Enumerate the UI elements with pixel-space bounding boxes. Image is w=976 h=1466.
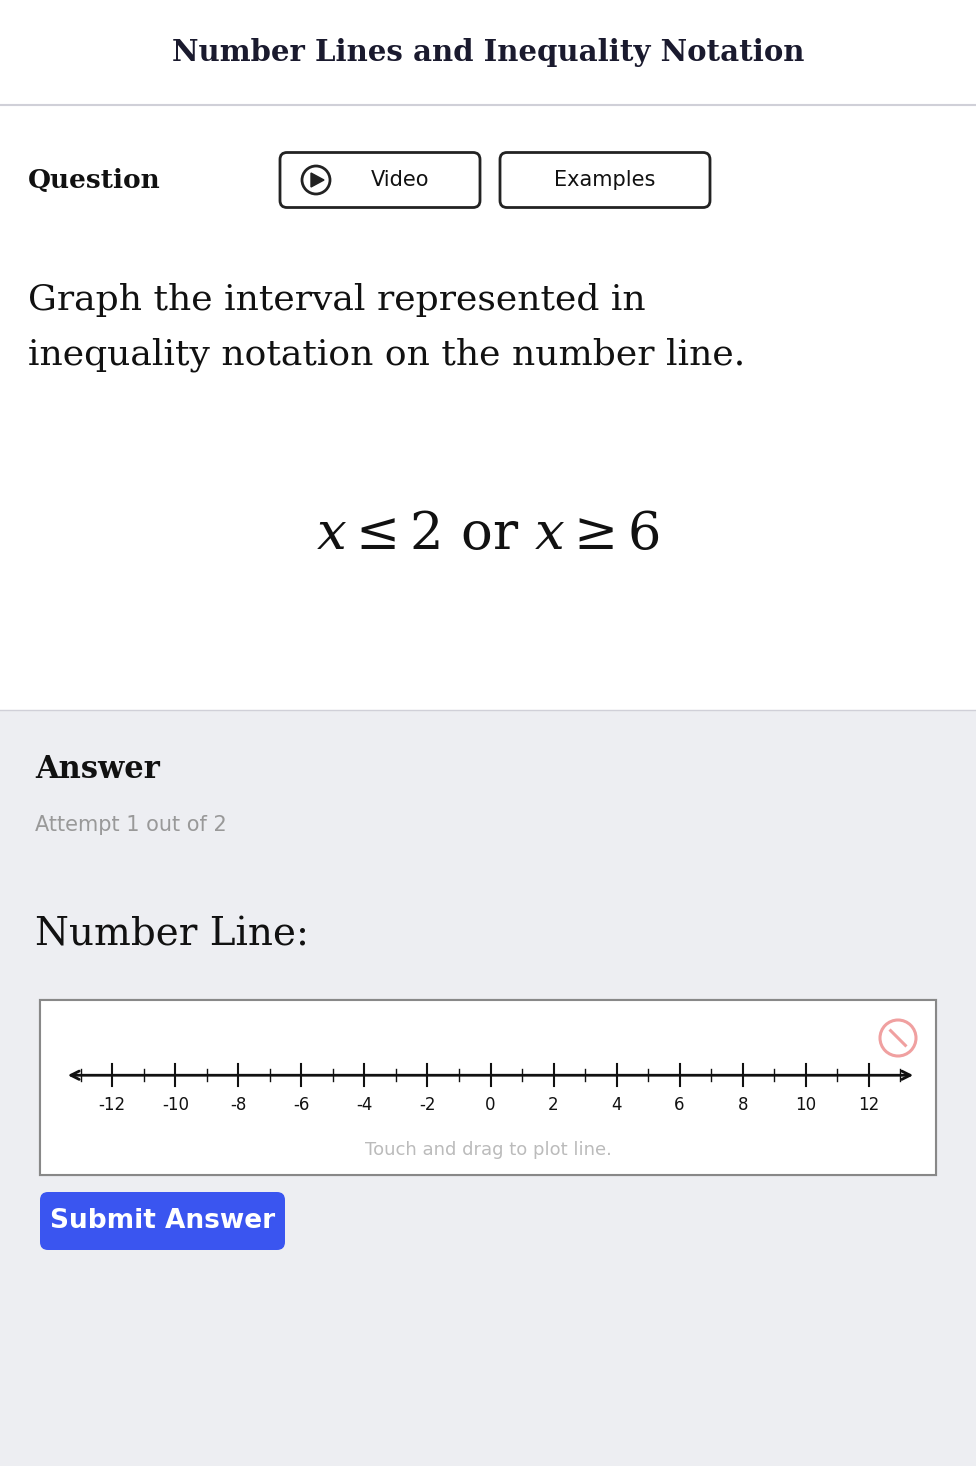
Text: Number Lines and Inequality Notation: Number Lines and Inequality Notation bbox=[172, 38, 804, 67]
Bar bbox=[0, 0, 976, 106]
Text: inequality notation on the number line.: inequality notation on the number line. bbox=[28, 337, 746, 372]
Text: Number Line:: Number Line: bbox=[35, 916, 309, 953]
FancyBboxPatch shape bbox=[500, 152, 710, 208]
Text: -12: -12 bbox=[99, 1097, 126, 1114]
FancyBboxPatch shape bbox=[40, 1192, 285, 1250]
Text: Attempt 1 out of 2: Attempt 1 out of 2 bbox=[35, 815, 226, 836]
Text: 2: 2 bbox=[549, 1097, 559, 1114]
Text: Submit Answer: Submit Answer bbox=[50, 1208, 275, 1234]
Text: -6: -6 bbox=[293, 1097, 309, 1114]
Text: Examples: Examples bbox=[554, 170, 656, 191]
Text: 8: 8 bbox=[738, 1097, 748, 1114]
Text: 6: 6 bbox=[674, 1097, 685, 1114]
Text: $x \leq 2$ or $x \geq 6$: $x \leq 2$ or $x \geq 6$ bbox=[316, 510, 660, 560]
Circle shape bbox=[302, 166, 330, 194]
Text: Video: Video bbox=[371, 170, 429, 191]
Text: -10: -10 bbox=[162, 1097, 188, 1114]
Bar bbox=[0, 106, 976, 710]
Text: -4: -4 bbox=[356, 1097, 373, 1114]
Text: Answer: Answer bbox=[35, 755, 160, 786]
Circle shape bbox=[880, 1020, 916, 1056]
Text: Question: Question bbox=[28, 167, 161, 192]
Text: -2: -2 bbox=[420, 1097, 435, 1114]
Text: 4: 4 bbox=[611, 1097, 622, 1114]
Text: -8: -8 bbox=[230, 1097, 247, 1114]
Bar bbox=[0, 1440, 976, 1466]
Polygon shape bbox=[311, 173, 324, 188]
Text: 12: 12 bbox=[858, 1097, 879, 1114]
Text: Graph the interval represented in: Graph the interval represented in bbox=[28, 283, 646, 317]
Text: 0: 0 bbox=[485, 1097, 496, 1114]
Text: Touch and drag to plot line.: Touch and drag to plot line. bbox=[365, 1141, 611, 1160]
Bar bbox=[40, 1000, 936, 1176]
Bar bbox=[0, 710, 976, 1440]
FancyBboxPatch shape bbox=[280, 152, 480, 208]
Bar bbox=[40, 1000, 936, 1176]
Text: 10: 10 bbox=[795, 1097, 816, 1114]
